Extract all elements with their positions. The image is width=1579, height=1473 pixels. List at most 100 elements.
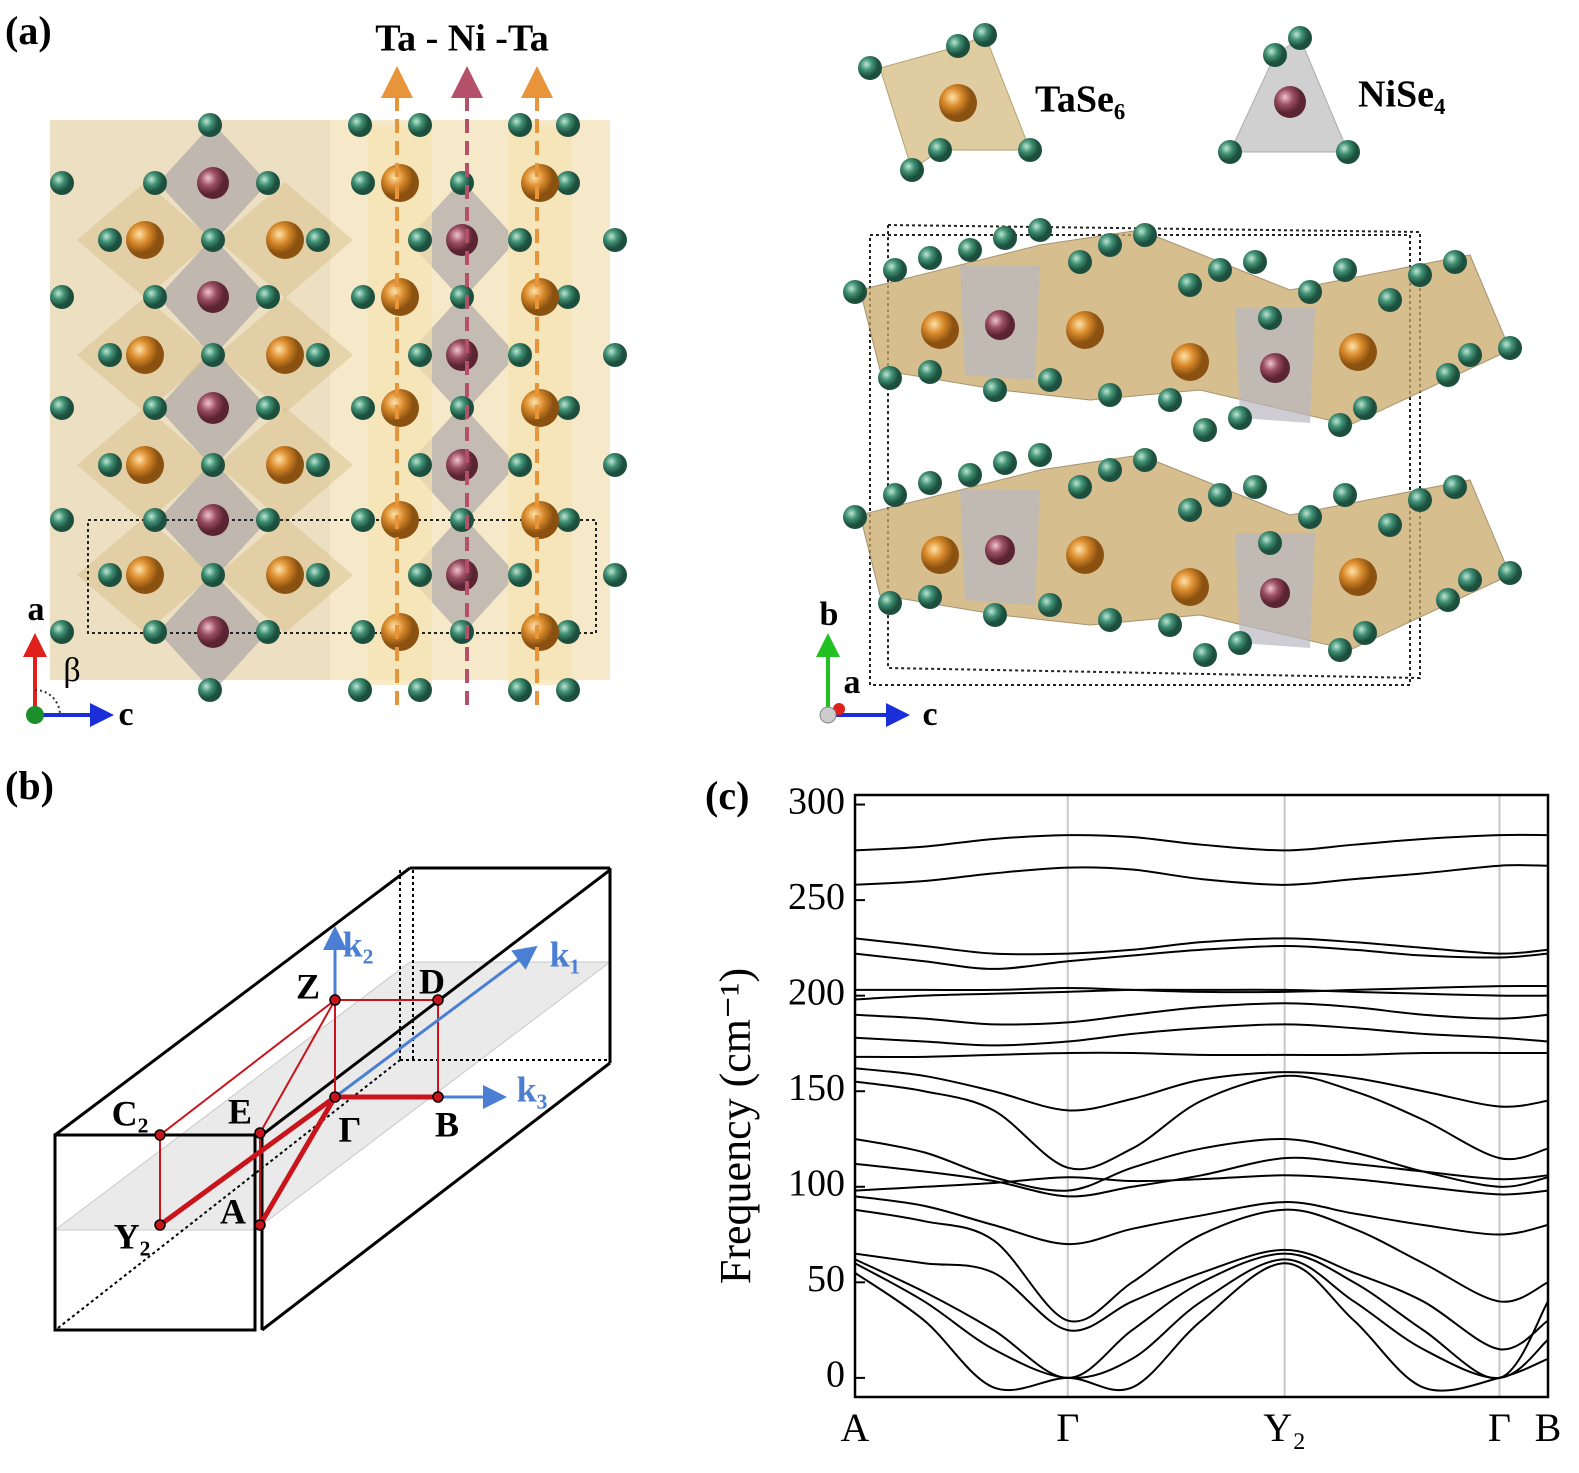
atom (450, 285, 474, 309)
atom (973, 23, 997, 47)
band (854, 864, 1549, 886)
band (854, 833, 1549, 852)
band (854, 1208, 1549, 1323)
atom (201, 228, 225, 252)
atom (1098, 608, 1122, 632)
atom (1193, 418, 1217, 442)
atom (126, 221, 164, 259)
atom (1028, 218, 1052, 242)
legend-label: TaSe₆ (1035, 79, 1125, 121)
atom (408, 678, 432, 702)
bz-edge (54, 866, 411, 1137)
atom (883, 258, 907, 282)
atom (1408, 488, 1432, 512)
atom (983, 603, 1007, 627)
atom (408, 343, 432, 367)
axis-label: a (28, 591, 45, 628)
atom (508, 563, 532, 587)
atom (843, 505, 867, 529)
atom (1178, 498, 1202, 522)
atom (556, 508, 580, 532)
atom (50, 508, 74, 532)
atom (1336, 140, 1360, 164)
atom (1178, 273, 1202, 297)
atom (556, 113, 580, 137)
atom (256, 620, 280, 644)
atom (351, 620, 375, 644)
k-point (329, 1091, 341, 1103)
atom (408, 563, 432, 587)
atom (508, 343, 532, 367)
k-vector-label: k₃ (517, 1069, 548, 1109)
atom (198, 678, 222, 702)
x-tick-label: Y₂ (1263, 1405, 1306, 1450)
atom (556, 171, 580, 195)
band (854, 1002, 1549, 1026)
k-path (259, 999, 336, 1134)
atom (1339, 558, 1377, 596)
atom (1018, 138, 1042, 162)
atom (266, 556, 304, 594)
atom (450, 396, 474, 420)
atom (521, 613, 559, 651)
k-path (257, 1095, 338, 1227)
atom (843, 280, 867, 304)
atom (1436, 363, 1460, 387)
atom (381, 278, 419, 316)
atom (351, 508, 375, 532)
atom (1328, 413, 1352, 437)
atom (508, 678, 532, 702)
atom (508, 228, 532, 252)
atom (1133, 448, 1157, 472)
axis-label: β (63, 652, 80, 689)
panel-label: (c) (705, 773, 749, 818)
x-tick-label: Γ (1056, 1405, 1079, 1450)
atom (197, 392, 229, 424)
atom (1258, 531, 1282, 555)
band (854, 1258, 1549, 1380)
atom (1260, 353, 1290, 383)
atom (985, 310, 1015, 340)
atom (450, 171, 474, 195)
atom (351, 396, 375, 420)
atom (446, 224, 478, 256)
k-path (158, 1094, 337, 1228)
atom (508, 453, 532, 477)
atom (603, 563, 627, 587)
atom (1243, 475, 1267, 499)
atom (1098, 233, 1122, 257)
atom (603, 228, 627, 252)
atom (1171, 343, 1209, 381)
atom (1298, 280, 1322, 304)
k-point-label: Γ (339, 1109, 362, 1149)
atom (1038, 368, 1062, 392)
atom (256, 508, 280, 532)
band (854, 1252, 1549, 1380)
atom (1458, 568, 1482, 592)
band (854, 1174, 1549, 1196)
atom (98, 453, 122, 477)
atom (126, 556, 164, 594)
x-tick-label: Γ (1488, 1405, 1511, 1450)
k-point (154, 1129, 166, 1141)
band (854, 1156, 1549, 1198)
atom (381, 389, 419, 427)
atom (450, 508, 474, 532)
atom (918, 360, 942, 384)
k-point-label: A (220, 1191, 246, 1231)
band (854, 1067, 1549, 1112)
k-point (254, 1127, 266, 1139)
k-point-label: C₂ (112, 1093, 149, 1133)
atom (1328, 638, 1352, 662)
atom (556, 620, 580, 644)
atom (306, 228, 330, 252)
atom (126, 446, 164, 484)
k-point-label: D (419, 961, 445, 1001)
k-point-label: Y₂ (114, 1216, 151, 1256)
axis-origin (26, 706, 44, 724)
atom (1498, 561, 1522, 585)
atom (126, 336, 164, 374)
atom (1378, 513, 1402, 537)
